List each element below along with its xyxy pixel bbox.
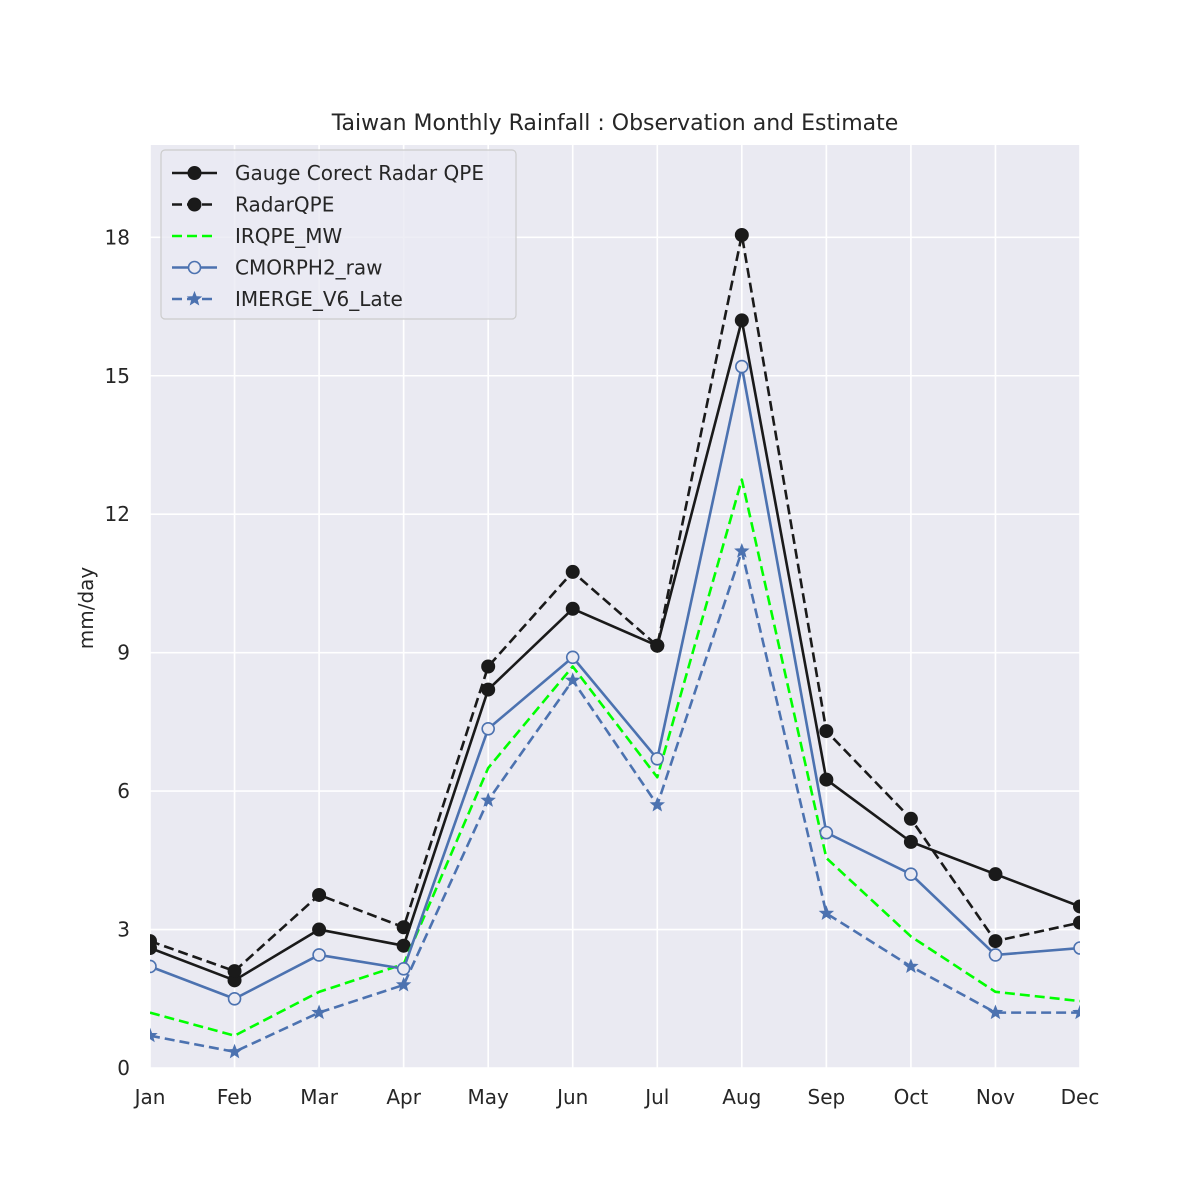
- series-imerge-v6-late: [150, 543, 1080, 1059]
- data-point: [150, 934, 157, 949]
- x-tick-labels: Jan Feb Mar Apr May Jun Jul Aug Sep Oct Nov Dec: [133, 1085, 1100, 1109]
- x-tick-label: Apr: [386, 1085, 421, 1109]
- legend-box: [160, 149, 517, 320]
- data-point: [988, 948, 1003, 962]
- data-point: [312, 922, 327, 937]
- data-point: [903, 958, 919, 974]
- data-point: [227, 964, 242, 979]
- legend-label: RadarQPE: [235, 193, 334, 217]
- data-point: [150, 1027, 158, 1043]
- data-point: [1072, 1004, 1080, 1020]
- series-line-cmorph2-raw: [150, 365, 1080, 1001]
- data-point: [734, 227, 749, 242]
- data-point: [150, 959, 157, 974]
- data-point: [481, 682, 496, 697]
- legend-marker: [187, 197, 202, 212]
- legend-marker: [186, 290, 203, 306]
- series-line-irqpe-mw: [150, 478, 1080, 1037]
- series-irqpe-mw: [150, 478, 1080, 1037]
- y-tick-label: 18: [105, 225, 130, 249]
- data-point: [904, 867, 918, 881]
- data-point: [1073, 915, 1080, 930]
- x-tick-label: Aug: [722, 1085, 761, 1109]
- data-point: [650, 638, 665, 653]
- y-tick-label: 6: [117, 779, 130, 803]
- data-point: [734, 543, 750, 558]
- data-point: [988, 867, 1003, 882]
- data-point: [311, 1004, 327, 1020]
- x-tick-label: Dec: [1061, 1085, 1100, 1109]
- data-point: [312, 948, 326, 962]
- data-point: [312, 887, 327, 902]
- data-point: [903, 811, 918, 826]
- legend-label: CMORPH2_raw: [235, 256, 383, 280]
- x-tick-label: May: [468, 1085, 510, 1109]
- data-point: [649, 796, 665, 812]
- data-point: [1073, 899, 1080, 914]
- x-tick-label: Oct: [894, 1085, 929, 1109]
- data-point: [480, 792, 496, 807]
- data-point: [650, 751, 665, 766]
- data-point: [903, 834, 918, 849]
- legend-marker: [187, 166, 202, 180]
- x-tick-label: Nov: [976, 1085, 1015, 1109]
- y-tick-label: 9: [117, 641, 130, 665]
- y-tick-label: 12: [105, 502, 130, 526]
- data-point: [819, 772, 834, 787]
- data-point: [735, 359, 749, 374]
- data-point: [988, 934, 1003, 949]
- data-point: [227, 991, 242, 1006]
- y-tick-label: 0: [117, 1056, 130, 1080]
- x-tick-label: Jul: [643, 1085, 669, 1109]
- x-tick-label: Feb: [217, 1085, 252, 1109]
- y-tick-labels: 0 3 6 9 12 15 18: [105, 225, 130, 1080]
- data-point: [565, 564, 580, 579]
- legend-marker: [187, 260, 202, 275]
- data-point: [396, 938, 411, 953]
- series-cmorph2-raw: [150, 359, 1080, 1006]
- series-line-gauge-corect-radar-qpe: [150, 319, 1080, 982]
- legend-label: IRQPE_MW: [235, 224, 342, 248]
- data-point: [818, 905, 835, 920]
- series-line-radarqpe: [150, 233, 1080, 973]
- legend-label: IMERGE_V6_Late: [235, 287, 403, 311]
- data-point: [481, 721, 495, 736]
- series-radarqpe: [150, 227, 1080, 979]
- x-tick-label: Jan: [133, 1085, 166, 1109]
- data-point: [819, 825, 834, 840]
- data-point: [226, 1043, 243, 1059]
- data-point: [396, 961, 411, 976]
- y-tick-label: 3: [117, 918, 130, 942]
- x-tick-label: Jun: [555, 1085, 588, 1109]
- data-point: [565, 650, 580, 665]
- data-point: [565, 601, 580, 616]
- chart-title: Taiwan Monthly Rainfall : Observation an…: [331, 111, 899, 136]
- data-point: [396, 920, 411, 935]
- legend-label: Gauge Corect Radar QPE: [235, 161, 484, 185]
- x-tick-label: Mar: [300, 1085, 339, 1109]
- data-point: [395, 976, 412, 992]
- series-line-imerge-v6-late: [150, 549, 1080, 1054]
- data-point: [481, 659, 496, 674]
- y-tick-label: 15: [105, 364, 130, 388]
- data-point: [565, 672, 581, 687]
- x-tick-label: Sep: [808, 1085, 846, 1109]
- series-layer: [150, 227, 1080, 1059]
- data-point: [819, 724, 834, 739]
- data-point: [987, 1004, 1004, 1020]
- legend: Gauge Corect Radar QPE RadarQPE IRQPE_MW CM…: [160, 149, 517, 320]
- data-point: [1073, 941, 1080, 955]
- y-axis-label: mm/day: [74, 567, 98, 650]
- data-point: [734, 313, 749, 328]
